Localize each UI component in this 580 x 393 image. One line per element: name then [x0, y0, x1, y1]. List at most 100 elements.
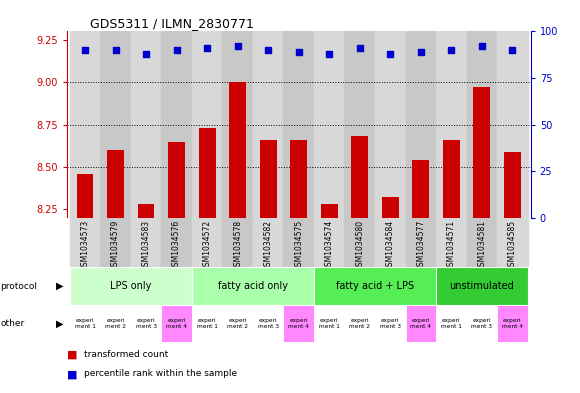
Bar — [192, 267, 314, 305]
Bar — [504, 152, 521, 218]
Bar — [192, 305, 222, 342]
Text: GSM1034583: GSM1034583 — [142, 220, 151, 271]
Bar — [77, 174, 93, 218]
Text: protocol: protocol — [1, 281, 38, 290]
Bar — [222, 305, 253, 342]
Bar — [131, 31, 161, 218]
Text: ■: ■ — [67, 350, 77, 360]
Text: experi
ment 3: experi ment 3 — [136, 318, 157, 329]
Point — [111, 47, 120, 53]
Bar — [436, 31, 466, 218]
Text: experi
ment 2: experi ment 2 — [105, 318, 126, 329]
Point — [416, 49, 426, 55]
Bar — [168, 141, 185, 218]
Text: experi
ment 4: experi ment 4 — [288, 318, 309, 329]
Text: experi
ment 4: experi ment 4 — [502, 318, 523, 329]
Text: experi
ment 4: experi ment 4 — [410, 318, 432, 329]
Bar — [321, 204, 338, 218]
Bar — [436, 218, 466, 267]
Bar — [314, 218, 345, 267]
Point — [355, 45, 364, 51]
Text: other: other — [1, 319, 25, 328]
Text: GSM1034577: GSM1034577 — [416, 220, 425, 272]
Bar — [497, 31, 528, 218]
Text: GSM1034572: GSM1034572 — [202, 220, 212, 271]
Point — [447, 47, 456, 53]
Text: GSM1034581: GSM1034581 — [477, 220, 487, 271]
Bar — [466, 31, 497, 218]
Bar — [375, 31, 405, 218]
Text: transformed count: transformed count — [84, 350, 168, 359]
Point — [325, 51, 334, 57]
Bar — [436, 267, 528, 305]
Point — [386, 51, 395, 57]
Bar — [443, 140, 460, 218]
Bar — [260, 140, 277, 218]
Bar — [345, 218, 375, 267]
Point — [172, 47, 181, 53]
Bar — [284, 31, 314, 218]
Text: unstimulated: unstimulated — [450, 281, 514, 291]
Text: ■: ■ — [67, 369, 77, 379]
Point — [294, 49, 303, 55]
Bar — [161, 218, 192, 267]
Bar — [100, 31, 131, 218]
Bar — [253, 31, 284, 218]
Bar — [284, 218, 314, 267]
Text: experi
ment 3: experi ment 3 — [472, 318, 492, 329]
Bar — [497, 218, 528, 267]
Bar — [314, 267, 436, 305]
Bar — [100, 218, 131, 267]
Bar — [131, 305, 161, 342]
Bar — [314, 31, 345, 218]
Text: fatty acid only: fatty acid only — [218, 281, 288, 291]
Point — [477, 43, 487, 50]
Bar — [284, 305, 314, 342]
Bar — [229, 82, 246, 218]
Bar — [199, 128, 216, 218]
Bar — [466, 305, 497, 342]
Bar — [100, 305, 131, 342]
Bar — [222, 218, 253, 267]
Text: fatty acid + LPS: fatty acid + LPS — [336, 281, 414, 291]
Bar — [436, 305, 466, 342]
Bar — [192, 218, 222, 267]
Text: GSM1034584: GSM1034584 — [386, 220, 395, 271]
Point — [263, 47, 273, 53]
Bar — [473, 87, 490, 218]
Bar — [351, 136, 368, 218]
Text: GSM1034585: GSM1034585 — [508, 220, 517, 271]
Text: experi
ment 2: experi ment 2 — [227, 318, 248, 329]
Bar — [412, 160, 429, 218]
Bar — [161, 31, 192, 218]
Bar — [253, 218, 284, 267]
Bar — [405, 305, 436, 342]
Bar — [405, 218, 436, 267]
Text: GSM1034576: GSM1034576 — [172, 220, 181, 272]
Text: GSM1034573: GSM1034573 — [81, 220, 89, 272]
Text: experi
ment 1: experi ment 1 — [319, 318, 340, 329]
Bar — [137, 204, 154, 218]
Text: GSM1034582: GSM1034582 — [264, 220, 273, 271]
Bar — [291, 140, 307, 218]
Bar — [405, 31, 436, 218]
Bar — [466, 218, 497, 267]
Bar — [70, 267, 192, 305]
Text: GDS5311 / ILMN_2830771: GDS5311 / ILMN_2830771 — [90, 17, 254, 30]
Bar — [70, 31, 100, 218]
Text: experi
ment 2: experi ment 2 — [349, 318, 370, 329]
Text: experi
ment 1: experi ment 1 — [197, 318, 218, 329]
Point — [508, 47, 517, 53]
Text: LPS only: LPS only — [110, 281, 151, 291]
Bar — [375, 305, 405, 342]
Bar — [107, 150, 124, 218]
Bar — [131, 218, 161, 267]
Text: GSM1034574: GSM1034574 — [325, 220, 333, 272]
Text: experi
ment 3: experi ment 3 — [258, 318, 278, 329]
Text: ▶: ▶ — [56, 318, 64, 328]
Bar — [382, 197, 398, 218]
Text: GSM1034580: GSM1034580 — [356, 220, 364, 271]
Text: percentile rank within the sample: percentile rank within the sample — [84, 369, 237, 378]
Bar — [192, 31, 222, 218]
Text: GSM1034579: GSM1034579 — [111, 220, 120, 272]
